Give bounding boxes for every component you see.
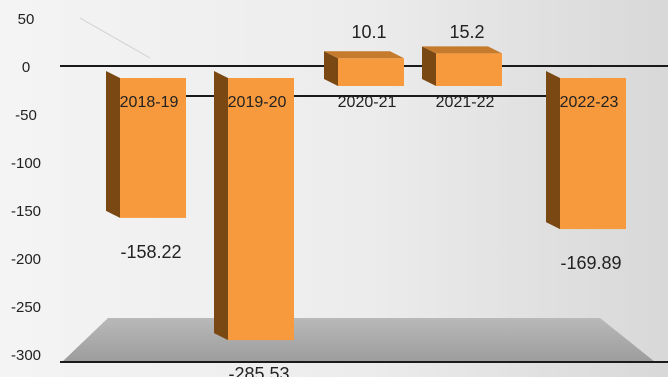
floor-plane <box>62 318 655 362</box>
bar-front-face <box>228 78 294 341</box>
bars-group <box>106 46 626 341</box>
bar-2022-23 <box>546 71 626 230</box>
category-label: 2018-19 <box>120 94 179 111</box>
y-tick-label: -50 <box>15 107 37 124</box>
bar-side-face <box>214 71 228 341</box>
bar-front-face <box>436 53 502 86</box>
y-tick-label: -300 <box>11 347 41 364</box>
category-labels: 2018-19 2019-20 2020-21 2021-22 2022-23 <box>120 94 619 111</box>
data-label: 10.1 <box>351 22 386 42</box>
bar-top-face <box>422 46 502 54</box>
data-labels: -158.22 -285.53 10.1 15.2 -169.89 <box>120 22 621 382</box>
bar-side-face <box>422 46 436 86</box>
category-label: 2019-20 <box>228 94 287 111</box>
decorative-diagonal <box>79 17 151 59</box>
bar-front-face <box>560 78 626 230</box>
y-axis-ticks: 50 0 -50 -100 -150 -200 -250 -300 <box>11 11 41 364</box>
bar-top-face <box>324 51 404 59</box>
bar-2020-21 <box>324 51 404 86</box>
y-tick-label: -250 <box>11 299 41 316</box>
category-label: 2020-21 <box>338 94 397 111</box>
y-tick-label: 50 <box>18 11 35 28</box>
bar-2021-22 <box>422 46 502 86</box>
y-tick-label: -150 <box>11 203 41 220</box>
data-label: 15.2 <box>449 22 484 42</box>
category-label: 2022-23 <box>560 94 619 111</box>
data-label: -285.53 <box>228 364 289 377</box>
y-tick-label: -100 <box>11 155 41 172</box>
bar-front-face <box>338 58 404 86</box>
bar-side-face <box>106 71 120 218</box>
bar-side-face <box>546 71 560 230</box>
category-label: 2021-22 <box>436 94 495 111</box>
data-label: -169.89 <box>560 253 621 273</box>
bar-side-face <box>324 51 338 86</box>
bar-2018-19 <box>106 71 186 218</box>
data-label: -158.22 <box>120 242 181 262</box>
bar-2019-20 <box>214 71 294 341</box>
y-tick-label: -200 <box>11 251 41 268</box>
bar-front-face <box>120 78 186 218</box>
y-tick-label: 0 <box>22 59 30 76</box>
